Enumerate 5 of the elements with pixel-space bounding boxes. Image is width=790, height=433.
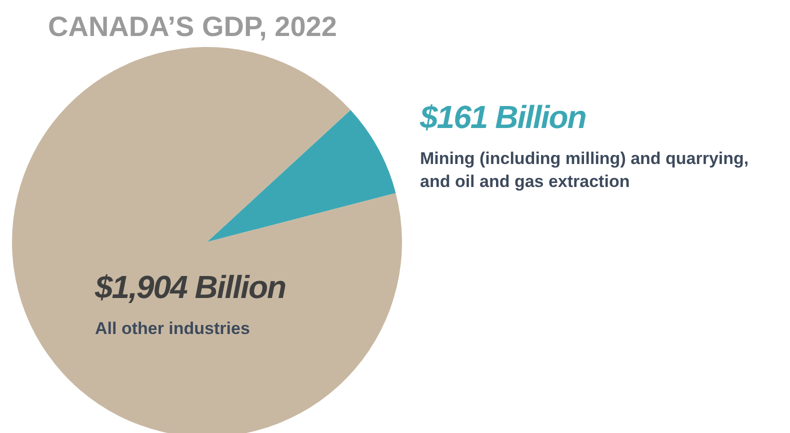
slice-label: All other industries: [95, 319, 250, 338]
data-label: $161 Billion: [419, 99, 586, 135]
data-label: $1,904 Billion: [94, 269, 286, 305]
slice-label: Mining (including milling) and quarrying, and oil and gas extraction: [420, 149, 749, 191]
chart-title: CANADA’S GDP, 2022: [48, 11, 337, 42]
